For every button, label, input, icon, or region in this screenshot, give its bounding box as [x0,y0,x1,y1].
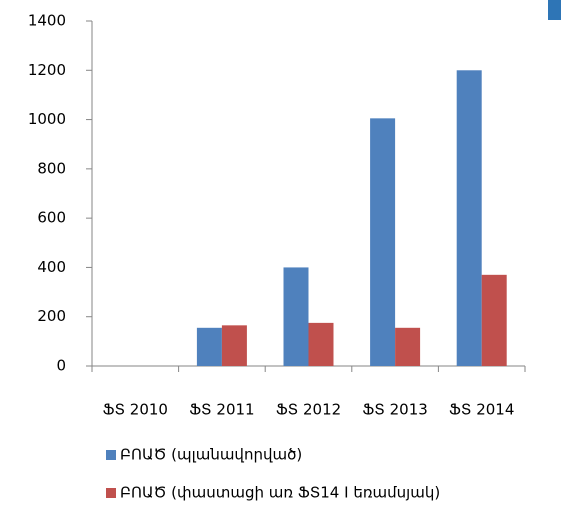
x-tick-label: ՖՏ 2010 [103,401,168,419]
y-tick-label: 1000 [28,110,66,128]
bar [283,267,309,366]
y-tick-label: 400 [37,258,66,276]
legend-swatch [106,488,116,498]
bar [481,274,507,366]
x-tick-label: ՖՏ 2012 [276,401,341,419]
bar [196,327,222,366]
y-tick-label: 1200 [28,61,66,79]
x-tick-label: ՖՏ 2013 [362,401,427,419]
y-tick-label: 200 [37,307,66,325]
bar [370,118,396,366]
bar [395,327,421,366]
bar [221,325,247,366]
x-tick-label: ՖՏ 2011 [189,401,254,419]
y-tick-label: 600 [37,209,66,227]
corner-decoration [548,0,561,20]
y-tick-label: 1400 [28,12,66,30]
legend-swatch [106,450,116,460]
bar [456,70,482,367]
y-tick-label: 0 [56,357,66,375]
legend-label: ԲՈԱԾ (պլանավորված) [120,446,302,464]
y-tick-label: 800 [37,159,66,177]
bar [308,322,334,366]
legend-label: ԲՈԱԾ (փաստացի առ ՖՏ14 I եռամսյակ) [120,484,440,502]
x-tick-label: ՖՏ 2014 [449,401,514,419]
